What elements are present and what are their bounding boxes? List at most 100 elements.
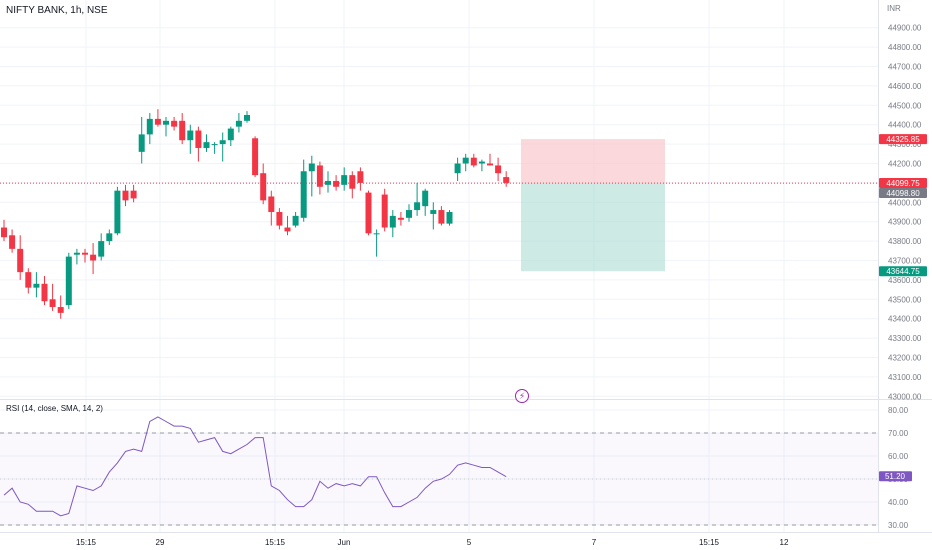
candle xyxy=(25,268,32,294)
candle xyxy=(219,132,226,162)
candle xyxy=(106,229,113,245)
entry-price-tag-bg xyxy=(879,177,927,188)
candle-body xyxy=(268,196,275,212)
time-tick-label: 15:15 xyxy=(699,538,720,547)
candle xyxy=(284,215,291,236)
rsi-value-tag: 51.20 xyxy=(885,472,906,481)
rsi-tick-label: 40.00 xyxy=(888,498,909,507)
candle xyxy=(203,134,210,152)
candle xyxy=(292,212,299,228)
position-box[interactable] xyxy=(521,139,665,272)
time-tick-label: 5 xyxy=(467,538,472,547)
candle xyxy=(487,153,493,166)
price-axis[interactable]: 44900.00 44800.00 44700.00 44600.00 44500.00… xyxy=(888,24,922,402)
candle xyxy=(130,184,137,203)
candle-body xyxy=(333,180,340,187)
candle-body xyxy=(219,140,226,145)
candle-body xyxy=(260,173,267,201)
price-tick-label: 44400.00 xyxy=(888,121,922,130)
candle-body xyxy=(325,180,331,185)
candle-body xyxy=(138,134,145,152)
candle-body xyxy=(154,118,161,125)
candle-body xyxy=(106,233,113,242)
time-axis[interactable]: 15:15 29 15:15 Jun 5 7 15:15 12 xyxy=(0,532,932,548)
candle-body xyxy=(478,161,485,164)
price-tick-label: 43400.00 xyxy=(888,315,922,324)
candle xyxy=(316,161,323,195)
candle xyxy=(389,210,396,238)
rsi-pane[interactable] xyxy=(0,409,878,526)
symbol-title[interactable]: NIFTY BANK, 1h, NSE xyxy=(6,5,108,16)
rsi-title[interactable]: RSI (14, close, SMA, 14, 2) xyxy=(6,404,103,413)
candle xyxy=(235,113,242,133)
rsi-tick-label: 80.00 xyxy=(888,406,909,415)
candle-body xyxy=(438,210,445,224)
candle-body xyxy=(446,212,453,224)
candle xyxy=(308,155,315,197)
candle-body xyxy=(195,130,202,148)
candle-body xyxy=(381,194,388,228)
candlestick-series[interactable] xyxy=(1,109,510,319)
candle xyxy=(98,233,105,261)
lightning-icon[interactable]: ⚡ xyxy=(515,389,529,403)
candle-body xyxy=(373,233,380,235)
stop-price-tag: 43644.75 xyxy=(886,267,920,276)
price-tick-label: 44600.00 xyxy=(888,82,922,91)
entry-price-tag: 44099.75 xyxy=(886,179,920,188)
time-tick-label: 12 xyxy=(780,538,789,547)
candle-body xyxy=(98,241,105,257)
candle-body xyxy=(41,283,48,302)
candle xyxy=(373,229,380,257)
candle xyxy=(397,212,404,226)
candle xyxy=(1,219,7,242)
candle-body xyxy=(235,120,242,127)
candle-body xyxy=(33,283,40,288)
candle-body xyxy=(17,248,24,273)
target-price-tag-bg xyxy=(879,134,927,145)
time-tick-label: 15:15 xyxy=(265,538,286,547)
candle xyxy=(406,204,412,222)
candle xyxy=(357,167,364,191)
price-tick-label: 44300.00 xyxy=(888,140,922,149)
candle-body xyxy=(171,120,178,127)
candle xyxy=(179,113,186,145)
rsi-tick-label: 60.00 xyxy=(888,452,909,461)
candle-body xyxy=(1,227,7,238)
candle xyxy=(414,182,421,216)
price-tick-label: 43900.00 xyxy=(888,218,922,227)
price-tick-label: 43100.00 xyxy=(888,373,922,382)
candle-body xyxy=(82,252,88,255)
currency-label[interactable]: INR xyxy=(887,4,901,13)
candle-body xyxy=(211,144,218,146)
candle-body xyxy=(244,115,250,121)
candle xyxy=(227,126,234,147)
target-price-tag: 44325.85 xyxy=(886,135,920,144)
candle xyxy=(268,190,275,226)
candle xyxy=(65,252,72,309)
candle-body xyxy=(57,307,64,313)
candle xyxy=(446,210,453,226)
candle xyxy=(381,188,388,232)
time-tick-label: 7 xyxy=(592,538,597,547)
candle xyxy=(9,229,16,253)
candle xyxy=(73,248,80,265)
candle-body xyxy=(341,175,348,185)
candle xyxy=(495,157,502,181)
rsi-band xyxy=(0,433,878,525)
candle-body xyxy=(187,130,194,141)
target-zone[interactable] xyxy=(521,139,665,183)
stop-zone[interactable] xyxy=(521,182,665,272)
candle-body xyxy=(114,190,121,234)
rsi-line xyxy=(3,416,507,517)
candle-body xyxy=(495,165,502,174)
candle-body xyxy=(146,118,153,135)
price-tick-label: 43500.00 xyxy=(888,295,922,304)
candle xyxy=(300,159,307,222)
current-price-tag-bg xyxy=(879,187,927,198)
candle xyxy=(454,157,461,181)
pane-separator[interactable] xyxy=(0,0,932,532)
price-tick-label: 44700.00 xyxy=(888,63,922,72)
